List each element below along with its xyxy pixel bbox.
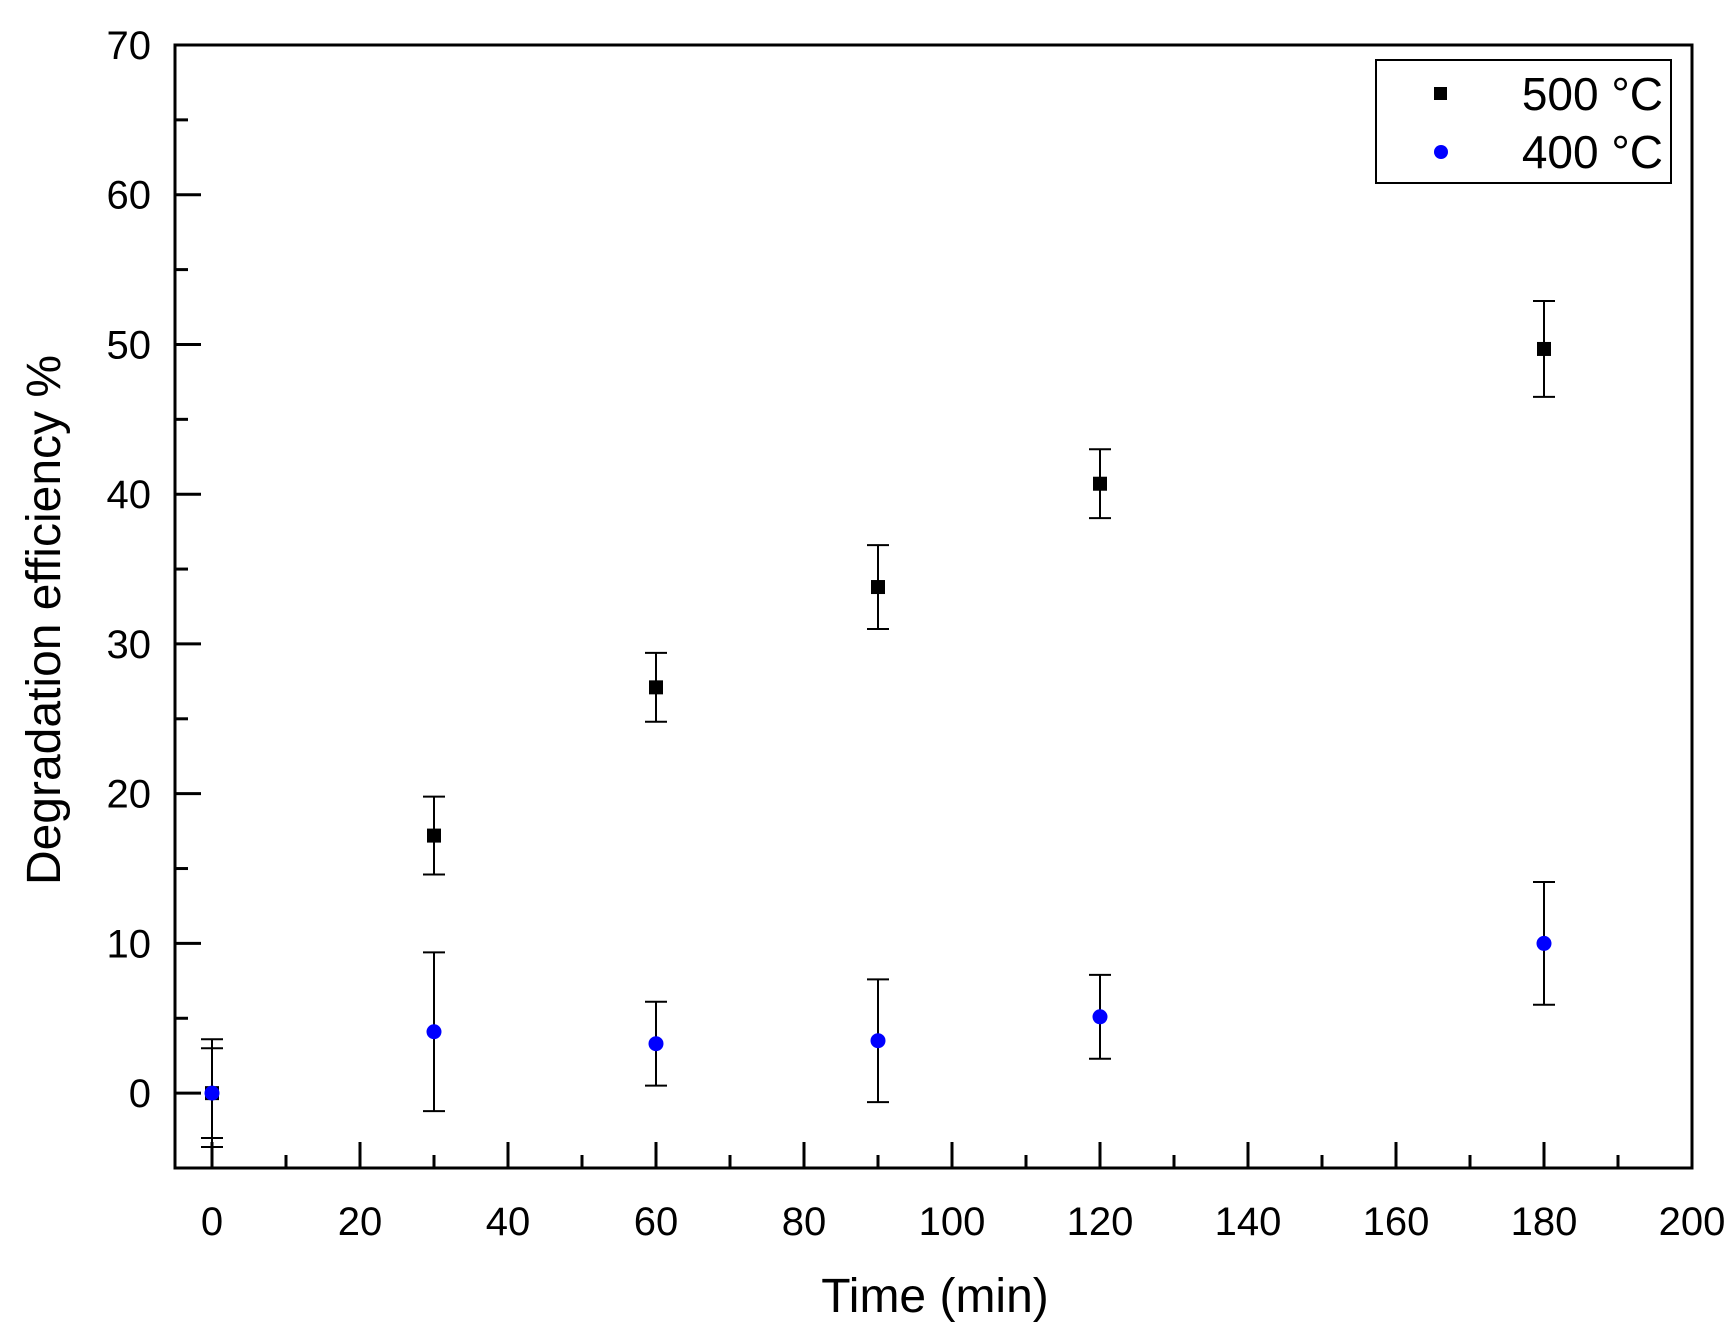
y-tick-label: 60 bbox=[107, 174, 152, 218]
data-point-circle bbox=[1536, 935, 1552, 951]
data-point-circle bbox=[1092, 1009, 1108, 1025]
x-tick-label: 40 bbox=[486, 1200, 531, 1244]
y-tick-label: 50 bbox=[107, 323, 152, 367]
y-tick-label: 30 bbox=[107, 623, 152, 667]
x-tick-label: 80 bbox=[782, 1200, 827, 1244]
x-tick-label: 100 bbox=[919, 1200, 986, 1244]
series-layer bbox=[201, 300, 1555, 1149]
tick-labels: 0 20 40 60 80 100 120 140 160 180 200 0 10 20 30 40 50 60… bbox=[107, 24, 1726, 1244]
y-axis-title: Degradation efficiency % bbox=[18, 355, 71, 885]
data-point-circle bbox=[648, 1036, 664, 1052]
legend-label-400c: 400 °C bbox=[1522, 126, 1663, 178]
data-point-circle bbox=[426, 1024, 442, 1040]
legend: 500 °C 400 °C bbox=[1375, 59, 1672, 184]
series-0 bbox=[201, 300, 1555, 1140]
plot-frame bbox=[173, 43, 1694, 1170]
x-tick-label: 20 bbox=[338, 1200, 383, 1244]
data-point-square bbox=[1537, 341, 1551, 356]
y-tick-label: 40 bbox=[107, 473, 152, 517]
x-axis-title: Time (min) bbox=[821, 1270, 1049, 1323]
x-tick-label: 0 bbox=[201, 1200, 223, 1244]
legend-marker-400c bbox=[1434, 145, 1448, 159]
x-tick-label: 200 bbox=[1659, 1200, 1726, 1244]
data-point-circle bbox=[870, 1033, 886, 1049]
x-tick-label: 140 bbox=[1215, 1200, 1282, 1244]
legend-marker-500c bbox=[1434, 87, 1447, 100]
x-tick-label: 160 bbox=[1363, 1200, 1430, 1244]
x-tick-label: 60 bbox=[634, 1200, 679, 1244]
data-point-square bbox=[649, 680, 663, 695]
legend-label-500c: 500 °C bbox=[1522, 68, 1663, 120]
data-point-square bbox=[427, 828, 441, 843]
data-point-square bbox=[1093, 476, 1107, 491]
y-tick-label: 70 bbox=[107, 24, 152, 68]
legend-box bbox=[1375, 59, 1672, 184]
y-tick-label: 0 bbox=[129, 1072, 151, 1116]
data-point-square bbox=[871, 580, 885, 595]
x-tick-label: 180 bbox=[1511, 1200, 1578, 1244]
data-point-circle bbox=[204, 1085, 220, 1101]
x-tick-label: 120 bbox=[1067, 1200, 1134, 1244]
y-tick-label: 10 bbox=[107, 922, 152, 966]
series-1 bbox=[201, 881, 1555, 1149]
y-tick-label: 20 bbox=[107, 773, 152, 817]
axis-ticks bbox=[175, 43, 1694, 1168]
